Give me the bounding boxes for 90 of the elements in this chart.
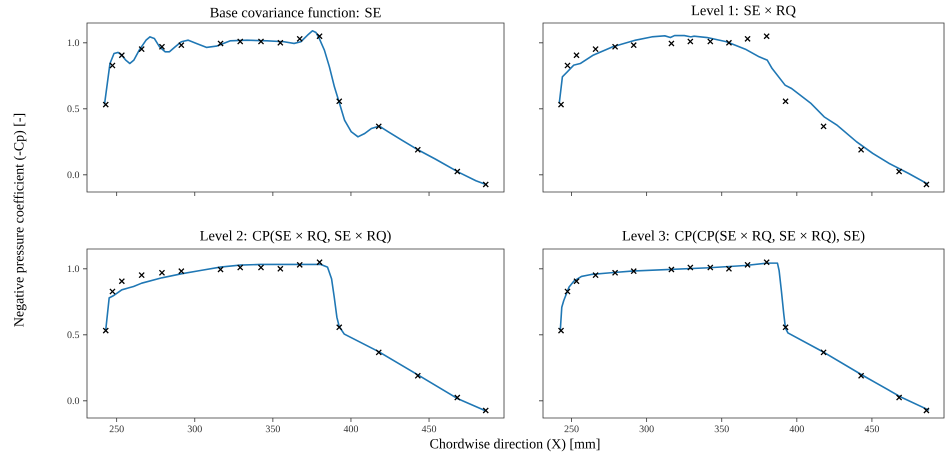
point bbox=[668, 266, 675, 273]
point bbox=[923, 407, 930, 414]
point bbox=[564, 288, 571, 295]
point bbox=[178, 268, 185, 274]
point bbox=[316, 33, 323, 40]
point bbox=[138, 272, 145, 278]
point bbox=[573, 52, 580, 58]
point bbox=[687, 38, 694, 45]
point bbox=[296, 36, 303, 42]
point bbox=[138, 46, 145, 52]
point bbox=[782, 98, 789, 104]
chart-title: Level 2: CP(SE × RQ, SE × RQ) bbox=[200, 230, 391, 244]
y-tick-label: 1.0 bbox=[68, 265, 80, 272]
point bbox=[454, 168, 461, 175]
point bbox=[109, 288, 116, 295]
chart-title: Level 1: SE × RQ bbox=[692, 5, 796, 18]
point bbox=[726, 266, 732, 272]
point bbox=[573, 278, 580, 284]
y-axis-title: Negative pressure coefficient (-Cp) [-] bbox=[14, 114, 26, 327]
x-tick-label: 250 bbox=[110, 426, 124, 432]
point bbox=[896, 394, 902, 401]
point bbox=[277, 266, 284, 272]
point bbox=[277, 40, 284, 46]
point bbox=[820, 349, 827, 356]
x-axis-title: Chordwise direction (X) [mm] bbox=[430, 438, 600, 452]
point bbox=[118, 52, 126, 58]
point bbox=[707, 264, 714, 271]
point bbox=[217, 40, 224, 47]
point bbox=[109, 62, 116, 69]
point bbox=[376, 123, 382, 130]
point bbox=[896, 168, 902, 175]
y-tick-label: 0.0 bbox=[67, 171, 80, 178]
x-tick-label: 450 bbox=[864, 426, 880, 432]
y-tick-label: 1.0 bbox=[68, 39, 80, 46]
point bbox=[558, 327, 564, 334]
point bbox=[744, 262, 751, 268]
point bbox=[782, 324, 789, 330]
point bbox=[564, 62, 571, 69]
point bbox=[763, 259, 770, 266]
point bbox=[482, 181, 489, 188]
point bbox=[118, 278, 126, 284]
x-tick-label: 250 bbox=[564, 426, 579, 432]
x-tick-label: 400 bbox=[344, 426, 358, 432]
point bbox=[612, 44, 618, 50]
point bbox=[178, 42, 185, 48]
point bbox=[414, 146, 421, 153]
point bbox=[482, 407, 489, 414]
point bbox=[414, 372, 421, 379]
point bbox=[687, 264, 694, 271]
x-tick-label: 350 bbox=[266, 426, 280, 432]
point bbox=[454, 394, 461, 401]
point bbox=[558, 101, 564, 108]
point bbox=[858, 372, 864, 379]
y-tick-label: 0.5 bbox=[67, 331, 80, 338]
point bbox=[820, 123, 827, 130]
chart-title: Level 3: CP(CP(SE × RQ, SE × RQ), SE) bbox=[622, 230, 864, 244]
point bbox=[592, 46, 599, 52]
point bbox=[336, 324, 342, 330]
point bbox=[592, 272, 599, 278]
point bbox=[630, 268, 637, 274]
point bbox=[258, 38, 264, 45]
point bbox=[158, 44, 166, 50]
y-tick-label: 0.5 bbox=[67, 105, 80, 112]
point bbox=[316, 259, 323, 266]
point bbox=[707, 38, 714, 45]
point bbox=[237, 38, 244, 45]
point bbox=[744, 36, 751, 42]
point bbox=[923, 181, 930, 188]
point bbox=[612, 270, 618, 276]
y-tick-label: 0.0 bbox=[67, 397, 80, 404]
point bbox=[668, 40, 675, 47]
chart-title: Base covariance function: SE bbox=[210, 7, 381, 18]
point bbox=[102, 101, 109, 108]
x-tick-label: 400 bbox=[790, 426, 804, 432]
x-tick-label: 300 bbox=[188, 426, 202, 432]
point bbox=[376, 349, 382, 356]
x-tick-label: 350 bbox=[714, 426, 729, 432]
point bbox=[258, 264, 264, 271]
point bbox=[763, 33, 770, 40]
x-tick-label: 450 bbox=[422, 426, 436, 432]
point bbox=[858, 146, 864, 153]
point bbox=[158, 270, 166, 276]
point bbox=[237, 264, 244, 271]
point bbox=[630, 42, 637, 48]
point bbox=[726, 40, 732, 46]
point bbox=[217, 266, 224, 273]
point bbox=[336, 98, 342, 104]
x-tick-label: 300 bbox=[640, 426, 654, 432]
point bbox=[296, 262, 303, 268]
point bbox=[102, 327, 109, 334]
